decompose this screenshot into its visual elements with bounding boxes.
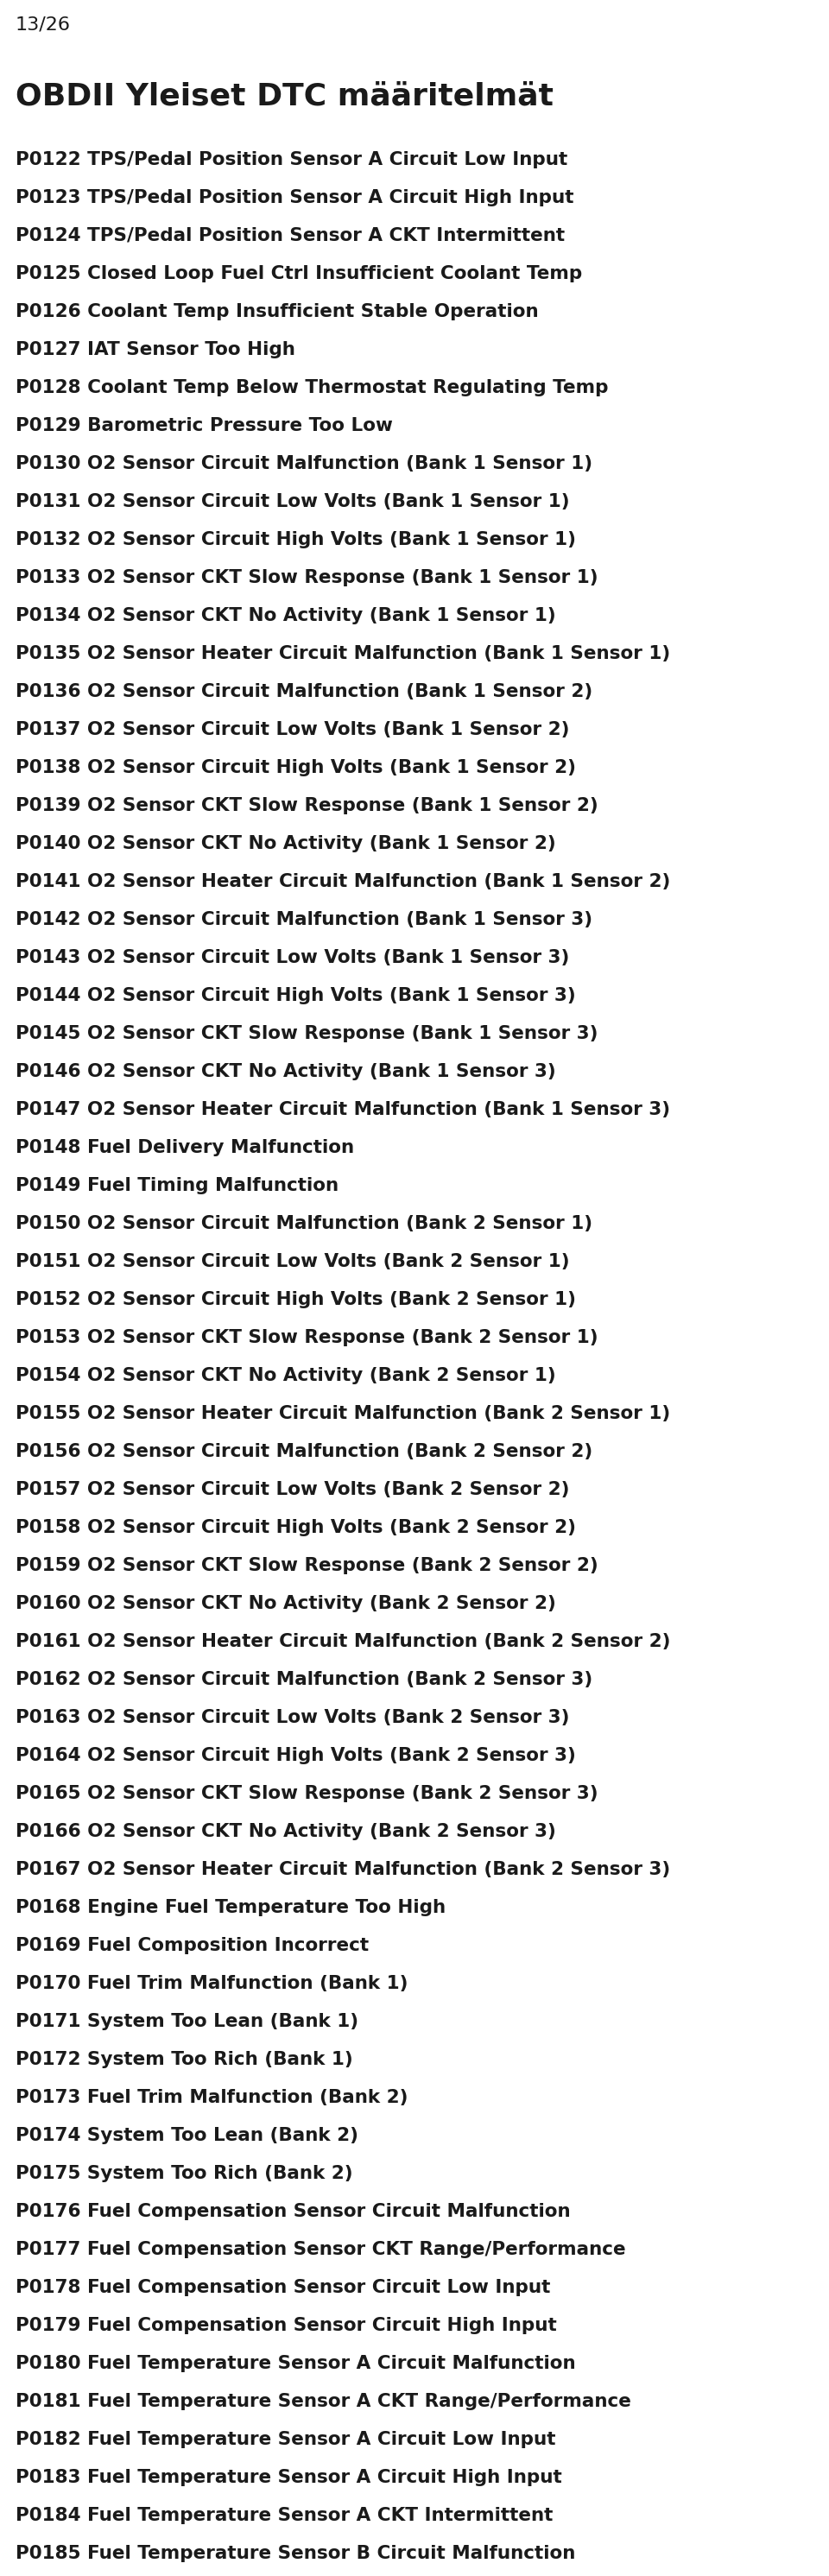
- Text: P0128 Coolant Temp Below Thermostat Regulating Temp: P0128 Coolant Temp Below Thermostat Regu…: [16, 379, 608, 397]
- Text: P0152 O2 Sensor Circuit High Volts (Bank 2 Sensor 1): P0152 O2 Sensor Circuit High Volts (Bank…: [16, 1291, 576, 1309]
- Text: P0179 Fuel Compensation Sensor Circuit High Input: P0179 Fuel Compensation Sensor Circuit H…: [16, 2316, 557, 2334]
- Text: P0167 O2 Sensor Heater Circuit Malfunction (Bank 2 Sensor 3): P0167 O2 Sensor Heater Circuit Malfuncti…: [16, 1860, 671, 1878]
- Text: P0162 O2 Sensor Circuit Malfunction (Bank 2 Sensor 3): P0162 O2 Sensor Circuit Malfunction (Ban…: [16, 1672, 593, 1687]
- Text: P0151 O2 Sensor Circuit Low Volts (Bank 2 Sensor 1): P0151 O2 Sensor Circuit Low Volts (Bank …: [16, 1252, 570, 1270]
- Text: P0125 Closed Loop Fuel Ctrl Insufficient Coolant Temp: P0125 Closed Loop Fuel Ctrl Insufficient…: [16, 265, 582, 283]
- Text: P0122 TPS/Pedal Position Sensor A Circuit Low Input: P0122 TPS/Pedal Position Sensor A Circui…: [16, 152, 568, 167]
- Text: P0170 Fuel Trim Malfunction (Bank 1): P0170 Fuel Trim Malfunction (Bank 1): [16, 1976, 408, 1991]
- Text: P0123 TPS/Pedal Position Sensor A Circuit High Input: P0123 TPS/Pedal Position Sensor A Circui…: [16, 188, 574, 206]
- Text: P0183 Fuel Temperature Sensor A Circuit High Input: P0183 Fuel Temperature Sensor A Circuit …: [16, 2468, 562, 2486]
- Text: P0158 O2 Sensor Circuit High Volts (Bank 2 Sensor 2): P0158 O2 Sensor Circuit High Volts (Bank…: [16, 1520, 576, 1535]
- Text: P0145 O2 Sensor CKT Slow Response (Bank 1 Sensor 3): P0145 O2 Sensor CKT Slow Response (Bank …: [16, 1025, 598, 1043]
- Text: P0140 O2 Sensor CKT No Activity (Bank 1 Sensor 2): P0140 O2 Sensor CKT No Activity (Bank 1 …: [16, 835, 556, 853]
- Text: P0143 O2 Sensor Circuit Low Volts (Bank 1 Sensor 3): P0143 O2 Sensor Circuit Low Volts (Bank …: [16, 948, 570, 966]
- Text: P0178 Fuel Compensation Sensor Circuit Low Input: P0178 Fuel Compensation Sensor Circuit L…: [16, 2280, 550, 2295]
- Text: P0159 O2 Sensor CKT Slow Response (Bank 2 Sensor 2): P0159 O2 Sensor CKT Slow Response (Bank …: [16, 1556, 599, 1574]
- Text: P0139 O2 Sensor CKT Slow Response (Bank 1 Sensor 2): P0139 O2 Sensor CKT Slow Response (Bank …: [16, 796, 599, 814]
- Text: P0138 O2 Sensor Circuit High Volts (Bank 1 Sensor 2): P0138 O2 Sensor Circuit High Volts (Bank…: [16, 760, 576, 775]
- Text: P0185 Fuel Temperature Sensor B Circuit Malfunction: P0185 Fuel Temperature Sensor B Circuit …: [16, 2545, 575, 2563]
- Text: P0181 Fuel Temperature Sensor A CKT Range/Performance: P0181 Fuel Temperature Sensor A CKT Rang…: [16, 2393, 631, 2411]
- Text: P0149 Fuel Timing Malfunction: P0149 Fuel Timing Malfunction: [16, 1177, 338, 1195]
- Text: P0154 O2 Sensor CKT No Activity (Bank 2 Sensor 1): P0154 O2 Sensor CKT No Activity (Bank 2 …: [16, 1368, 556, 1383]
- Text: P0124 TPS/Pedal Position Sensor A CKT Intermittent: P0124 TPS/Pedal Position Sensor A CKT In…: [16, 227, 565, 245]
- Text: 13/26: 13/26: [16, 15, 70, 33]
- Text: P0157 O2 Sensor Circuit Low Volts (Bank 2 Sensor 2): P0157 O2 Sensor Circuit Low Volts (Bank …: [16, 1481, 570, 1499]
- Text: OBDII Yleiset DTC määritelmät: OBDII Yleiset DTC määritelmät: [16, 82, 554, 111]
- Text: P0147 O2 Sensor Heater Circuit Malfunction (Bank 1 Sensor 3): P0147 O2 Sensor Heater Circuit Malfuncti…: [16, 1100, 670, 1118]
- Text: P0126 Coolant Temp Insufficient Stable Operation: P0126 Coolant Temp Insufficient Stable O…: [16, 304, 539, 319]
- Text: P0134 O2 Sensor CKT No Activity (Bank 1 Sensor 1): P0134 O2 Sensor CKT No Activity (Bank 1 …: [16, 608, 556, 623]
- Text: P0141 O2 Sensor Heater Circuit Malfunction (Bank 1 Sensor 2): P0141 O2 Sensor Heater Circuit Malfuncti…: [16, 873, 671, 891]
- Text: P0131 O2 Sensor Circuit Low Volts (Bank 1 Sensor 1): P0131 O2 Sensor Circuit Low Volts (Bank …: [16, 492, 570, 510]
- Text: P0173 Fuel Trim Malfunction (Bank 2): P0173 Fuel Trim Malfunction (Bank 2): [16, 2089, 408, 2107]
- Text: P0164 O2 Sensor Circuit High Volts (Bank 2 Sensor 3): P0164 O2 Sensor Circuit High Volts (Bank…: [16, 1747, 576, 1765]
- Text: P0156 O2 Sensor Circuit Malfunction (Bank 2 Sensor 2): P0156 O2 Sensor Circuit Malfunction (Ban…: [16, 1443, 593, 1461]
- Text: P0171 System Too Lean (Bank 1): P0171 System Too Lean (Bank 1): [16, 2012, 358, 2030]
- Text: P0153 O2 Sensor CKT Slow Response (Bank 2 Sensor 1): P0153 O2 Sensor CKT Slow Response (Bank …: [16, 1329, 598, 1347]
- Text: P0155 O2 Sensor Heater Circuit Malfunction (Bank 2 Sensor 1): P0155 O2 Sensor Heater Circuit Malfuncti…: [16, 1404, 671, 1422]
- Text: P0133 O2 Sensor CKT Slow Response (Bank 1 Sensor 1): P0133 O2 Sensor CKT Slow Response (Bank …: [16, 569, 598, 587]
- Text: P0144 O2 Sensor Circuit High Volts (Bank 1 Sensor 3): P0144 O2 Sensor Circuit High Volts (Bank…: [16, 987, 576, 1005]
- Text: P0160 O2 Sensor CKT No Activity (Bank 2 Sensor 2): P0160 O2 Sensor CKT No Activity (Bank 2 …: [16, 1595, 556, 1613]
- Text: P0176 Fuel Compensation Sensor Circuit Malfunction: P0176 Fuel Compensation Sensor Circuit M…: [16, 2202, 570, 2221]
- Text: P0129 Barometric Pressure Too Low: P0129 Barometric Pressure Too Low: [16, 417, 393, 435]
- Text: P0132 O2 Sensor Circuit High Volts (Bank 1 Sensor 1): P0132 O2 Sensor Circuit High Volts (Bank…: [16, 531, 576, 549]
- Text: P0174 System Too Lean (Bank 2): P0174 System Too Lean (Bank 2): [16, 2128, 358, 2143]
- Text: P0169 Fuel Composition Incorrect: P0169 Fuel Composition Incorrect: [16, 1937, 369, 1955]
- Text: P0163 O2 Sensor Circuit Low Volts (Bank 2 Sensor 3): P0163 O2 Sensor Circuit Low Volts (Bank …: [16, 1708, 570, 1726]
- Text: P0175 System Too Rich (Bank 2): P0175 System Too Rich (Bank 2): [16, 2164, 353, 2182]
- Text: P0148 Fuel Delivery Malfunction: P0148 Fuel Delivery Malfunction: [16, 1139, 354, 1157]
- Text: P0177 Fuel Compensation Sensor CKT Range/Performance: P0177 Fuel Compensation Sensor CKT Range…: [16, 2241, 626, 2259]
- Text: P0135 O2 Sensor Heater Circuit Malfunction (Bank 1 Sensor 1): P0135 O2 Sensor Heater Circuit Malfuncti…: [16, 644, 671, 662]
- Text: P0165 O2 Sensor CKT Slow Response (Bank 2 Sensor 3): P0165 O2 Sensor CKT Slow Response (Bank …: [16, 1785, 598, 1803]
- Text: P0180 Fuel Temperature Sensor A Circuit Malfunction: P0180 Fuel Temperature Sensor A Circuit …: [16, 2354, 575, 2372]
- Text: P0127 IAT Sensor Too High: P0127 IAT Sensor Too High: [16, 340, 295, 358]
- Text: P0166 O2 Sensor CKT No Activity (Bank 2 Sensor 3): P0166 O2 Sensor CKT No Activity (Bank 2 …: [16, 1824, 556, 1839]
- Text: P0136 O2 Sensor Circuit Malfunction (Bank 1 Sensor 2): P0136 O2 Sensor Circuit Malfunction (Ban…: [16, 683, 593, 701]
- Text: P0172 System Too Rich (Bank 1): P0172 System Too Rich (Bank 1): [16, 2050, 353, 2069]
- Text: P0146 O2 Sensor CKT No Activity (Bank 1 Sensor 3): P0146 O2 Sensor CKT No Activity (Bank 1 …: [16, 1064, 556, 1079]
- Text: P0130 O2 Sensor Circuit Malfunction (Bank 1 Sensor 1): P0130 O2 Sensor Circuit Malfunction (Ban…: [16, 456, 593, 471]
- Text: P0142 O2 Sensor Circuit Malfunction (Bank 1 Sensor 3): P0142 O2 Sensor Circuit Malfunction (Ban…: [16, 912, 593, 927]
- Text: P0137 O2 Sensor Circuit Low Volts (Bank 1 Sensor 2): P0137 O2 Sensor Circuit Low Volts (Bank …: [16, 721, 570, 739]
- Text: P0184 Fuel Temperature Sensor A CKT Intermittent: P0184 Fuel Temperature Sensor A CKT Inte…: [16, 2506, 553, 2524]
- Text: P0161 O2 Sensor Heater Circuit Malfunction (Bank 2 Sensor 2): P0161 O2 Sensor Heater Circuit Malfuncti…: [16, 1633, 671, 1651]
- Text: P0168 Engine Fuel Temperature Too High: P0168 Engine Fuel Temperature Too High: [16, 1899, 446, 1917]
- Text: P0182 Fuel Temperature Sensor A Circuit Low Input: P0182 Fuel Temperature Sensor A Circuit …: [16, 2432, 555, 2447]
- Text: P0150 O2 Sensor Circuit Malfunction (Bank 2 Sensor 1): P0150 O2 Sensor Circuit Malfunction (Ban…: [16, 1216, 593, 1231]
